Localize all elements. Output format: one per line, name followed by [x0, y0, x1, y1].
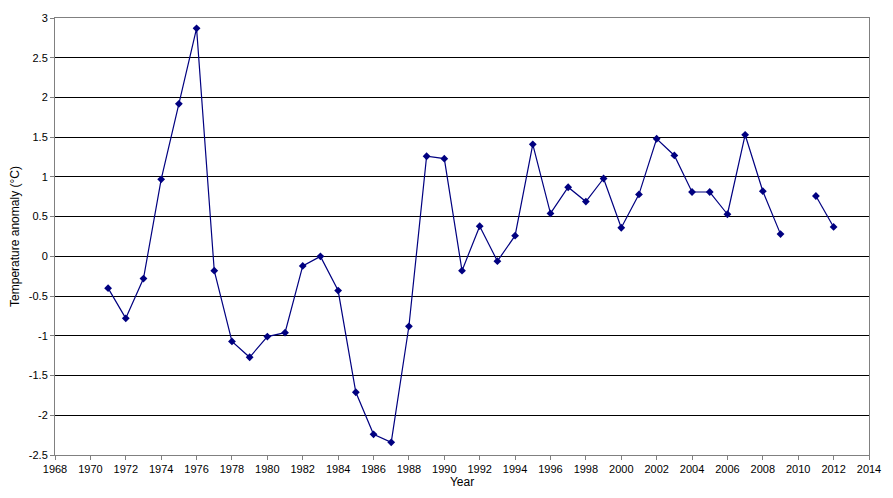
svg-text:1.5: 1.5: [33, 131, 48, 143]
svg-text:0: 0: [42, 250, 48, 262]
svg-text:-2: -2: [38, 409, 48, 421]
svg-text:1968: 1968: [43, 463, 67, 475]
svg-text:1986: 1986: [361, 463, 385, 475]
svg-text:1988: 1988: [397, 463, 421, 475]
svg-text:1974: 1974: [149, 463, 173, 475]
svg-text:0.5: 0.5: [33, 210, 48, 222]
svg-text:1998: 1998: [574, 463, 598, 475]
svg-text:Year: Year: [450, 475, 474, 489]
svg-text:1978: 1978: [220, 463, 244, 475]
svg-text:1972: 1972: [114, 463, 138, 475]
svg-text:-2.5: -2.5: [29, 449, 48, 461]
svg-text:1970: 1970: [78, 463, 102, 475]
svg-text:2014: 2014: [857, 463, 881, 475]
svg-text:2000: 2000: [609, 463, 633, 475]
svg-text:1992: 1992: [467, 463, 491, 475]
svg-text:1: 1: [42, 171, 48, 183]
svg-text:-0.5: -0.5: [29, 290, 48, 302]
svg-text:2004: 2004: [680, 463, 704, 475]
svg-text:3: 3: [42, 12, 48, 24]
svg-text:2012: 2012: [821, 463, 845, 475]
svg-text:2.5: 2.5: [33, 52, 48, 64]
svg-text:2008: 2008: [751, 463, 775, 475]
svg-text:1990: 1990: [432, 463, 456, 475]
svg-text:-1.5: -1.5: [29, 369, 48, 381]
svg-text:1994: 1994: [503, 463, 527, 475]
svg-text:2006: 2006: [715, 463, 739, 475]
svg-text:-1: -1: [38, 330, 48, 342]
svg-text:2010: 2010: [786, 463, 810, 475]
svg-text:1976: 1976: [184, 463, 208, 475]
svg-text:2002: 2002: [644, 463, 668, 475]
svg-text:1996: 1996: [538, 463, 562, 475]
svg-text:Temperature anomaly (°C): Temperature anomaly (°C): [8, 166, 22, 307]
svg-text:2: 2: [42, 91, 48, 103]
svg-text:1984: 1984: [326, 463, 350, 475]
svg-text:1980: 1980: [255, 463, 279, 475]
svg-text:1982: 1982: [290, 463, 314, 475]
